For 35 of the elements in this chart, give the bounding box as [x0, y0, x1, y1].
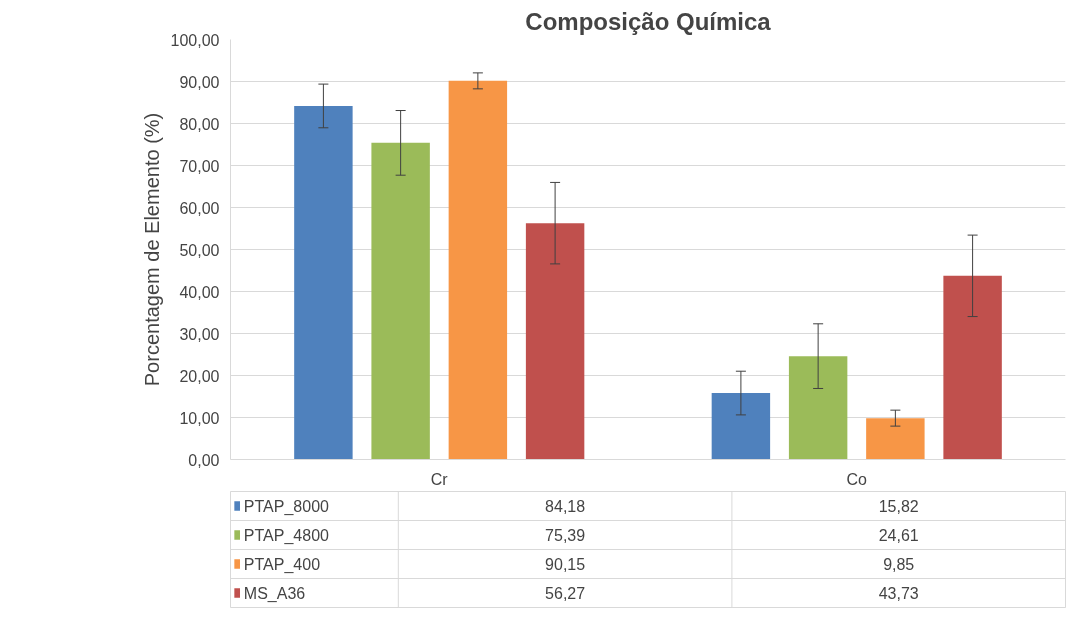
- chart-title: Composição Química: [525, 7, 772, 35]
- data-label: 84,18: [545, 498, 586, 515]
- data-label: 56,27: [545, 585, 586, 602]
- data-label: 75,39: [545, 527, 586, 544]
- bar: [866, 418, 925, 460]
- y-tick-label: 20,00: [179, 367, 220, 385]
- x-tick-label: Cr: [430, 470, 449, 488]
- data-label: 9,85: [883, 556, 915, 573]
- data-label: 24,61: [878, 527, 919, 544]
- y-axis-title: Porcentagem de Elemento (%): [140, 112, 163, 387]
- y-tick-label: 30,00: [179, 325, 220, 343]
- data-label: 90,15: [545, 556, 586, 573]
- y-tick-label: 100,00: [170, 31, 220, 49]
- legend-label: PTAP_4800: [243, 526, 330, 545]
- legend-label: PTAP_400: [243, 555, 321, 574]
- y-tick-label: 0,00: [188, 451, 220, 469]
- bar: [943, 275, 1002, 460]
- x-tick-label: Co: [846, 470, 868, 488]
- y-tick-label: 80,00: [179, 115, 220, 133]
- data-label: 43,73: [878, 585, 919, 602]
- bar: [711, 393, 771, 460]
- data-label: 15,82: [878, 498, 919, 515]
- y-tick-label: 60,00: [179, 199, 220, 217]
- y-tick-label: 40,00: [179, 283, 220, 301]
- y-tick-label: 10,00: [179, 409, 220, 427]
- bar: [294, 105, 353, 460]
- y-tick-label: 50,00: [179, 241, 220, 259]
- bar: [371, 142, 430, 460]
- legend-label: PTAP_8000: [243, 497, 330, 516]
- bar: [525, 223, 585, 460]
- y-tick-label: 70,00: [179, 157, 220, 175]
- bar: [448, 80, 508, 460]
- bar: [788, 356, 848, 460]
- y-tick-label: 90,00: [179, 73, 220, 91]
- legend-label: MS_A36: [243, 584, 306, 603]
